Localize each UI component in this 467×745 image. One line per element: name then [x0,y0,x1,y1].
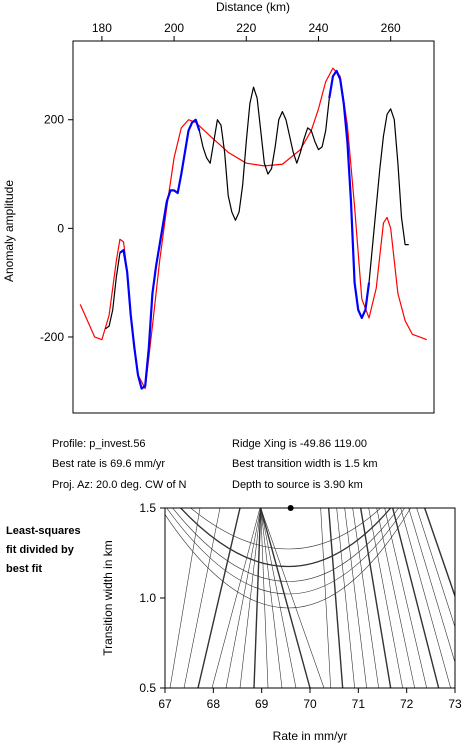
best-fit-point [287,505,294,511]
contour-line [172,508,399,582]
contour-line [391,508,440,688]
annotation-line-3: best fit [6,563,43,575]
contour-line [260,508,325,688]
info-ridge-xing: Ridge Xing is -49.86 119.00 [232,438,367,450]
bottom-x-tick-label: 73 [448,697,462,711]
contour-line [180,508,392,567]
bottom-plot-frame [164,507,456,689]
model-profile-line [79,67,427,390]
contour-line [165,508,411,609]
misfit-chart: 67 68 69 70 71 72 73 0.5 1.0 1.5 Rate in mm/yr T… [101,501,462,743]
contour-line [166,508,405,595]
contour-line [190,508,381,550]
bottom-y-ticks: 0.5 1.0 1.5 [139,501,165,695]
fit-segment-line [119,118,201,390]
contour-line [376,508,415,688]
bottom-x-tick-label: 70 [303,697,317,711]
contour-layer [165,508,455,688]
info-best-width: Best transition width is 1.5 km [232,458,378,470]
contour-line [259,508,311,688]
contour-line [408,508,455,664]
annotation-line-2: fit divided by [6,544,74,556]
top-x-tick-label: 220 [236,21,256,35]
contour-line [416,508,455,628]
contour-line [368,508,403,688]
profile-chart: Distance (km) 180 200 220 240 260 -200 0 200 A… [2,0,435,414]
bottom-x-tick-label: 68 [207,697,221,711]
bottom-y-tick-label: 1.5 [139,501,156,515]
contour-line [400,508,451,688]
contour-line [260,508,283,688]
contour-line [359,508,392,688]
contour-line [320,508,331,688]
bottom-x-tick-label: 72 [400,697,414,711]
contour-line [260,508,269,688]
info-proj-az: Proj. Az: 20.0 deg. CW of N [52,479,187,491]
contour-line [253,508,262,688]
info-profile: Profile: p_invest.56 [52,438,146,450]
contour-line [211,508,261,688]
fit-segment-line [328,69,371,320]
bottom-x-ticks: 67 68 69 70 71 72 73 [158,688,462,711]
bottom-x-tick-label: 67 [158,697,172,711]
contour-line [225,508,261,688]
top-y-tick-label: -200 [40,330,64,344]
contour-line [424,508,455,599]
misfit-annotation: Least-squares fit divided by best fit [6,522,81,579]
contour-line [384,508,427,688]
contour-line [352,508,379,688]
top-x-ticks: 180 200 220 240 260 [92,21,401,41]
bottom-x-tick-label: 69 [255,697,269,711]
top-x-axis-label: Distance (km) [216,0,290,14]
contour-line [239,508,261,688]
contour-line [260,508,297,688]
top-y-tick-label: 0 [57,221,64,235]
contour-line [169,508,201,688]
bottom-x-tick-label: 71 [352,697,366,711]
contour-line [183,508,221,688]
top-x-tick-label: 180 [92,21,112,35]
top-y-tick-label: 200 [44,113,64,127]
annotation-line-1: Least-squares [6,525,81,537]
top-series-layer [79,67,427,390]
bottom-x-axis-label: Rate in mm/yr [273,729,348,743]
contour-line [197,508,241,688]
contour-line [344,508,367,688]
info-depth: Depth to source is 3.90 km [232,479,363,491]
bottom-y-tick-label: 1.0 [139,591,156,605]
contour-line [336,508,355,688]
info-best-rate: Best rate is 69.6 mm/yr [52,458,166,470]
contour-line [327,508,344,688]
top-x-tick-label: 260 [381,21,401,35]
bottom-y-tick-label: 0.5 [139,681,156,695]
top-plot-frame [72,40,435,414]
top-y-axis-label: Anomaly amplitude [2,180,16,282]
top-y-ticks: -200 0 200 [40,113,73,344]
top-x-tick-label: 240 [308,21,328,35]
top-x-tick-label: 200 [164,21,184,35]
bottom-y-axis-label: Transition width in km [101,540,115,656]
